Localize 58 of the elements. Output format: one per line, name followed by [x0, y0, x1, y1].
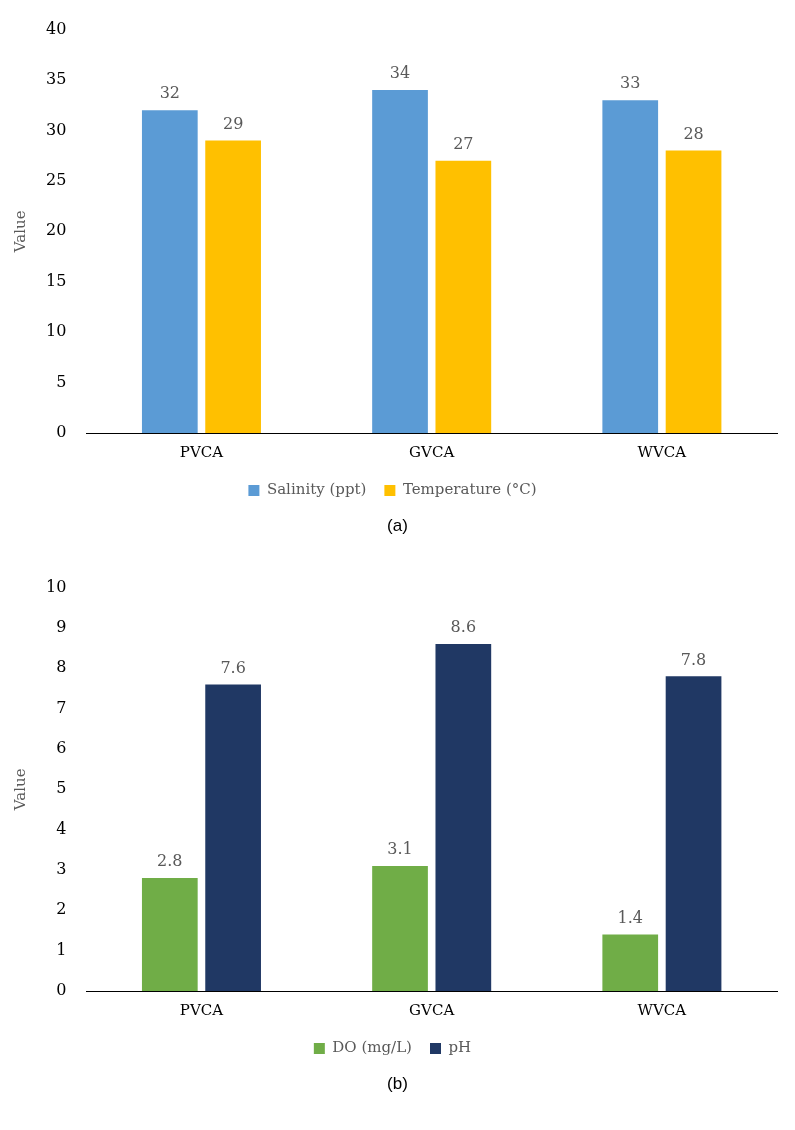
y-tick-label: 40 [46, 18, 67, 38]
data-label: 32 [159, 83, 180, 103]
bar [205, 684, 261, 991]
bar [435, 644, 492, 991]
y-tick-label: 0 [56, 980, 67, 1000]
y-tick-label: 6 [56, 738, 67, 758]
y-tick-label: 1 [56, 939, 67, 959]
bar [141, 110, 198, 433]
y-tick-label: 30 [46, 119, 67, 139]
bar [205, 140, 261, 433]
y-tick-label: 7 [56, 697, 67, 717]
bar [435, 160, 492, 433]
legend-label: Salinity (ppt) [266, 480, 367, 499]
data-label: 7.6 [220, 657, 246, 677]
data-label: 33 [620, 73, 641, 93]
legend-label: Temperature (°C) [402, 480, 537, 499]
y-tick-label: 3 [56, 859, 67, 879]
bar [665, 150, 722, 433]
data-label: 1.4 [617, 907, 643, 927]
data-label: 27 [453, 133, 474, 153]
y-tick-label: 25 [46, 170, 67, 190]
x-tick-label: WVCA [637, 1000, 687, 1019]
y-tick-label: 2 [56, 899, 67, 919]
text: (a) [386, 516, 409, 536]
x-tick-label: PVCA [179, 1000, 224, 1019]
y-tick-label: 20 [46, 220, 67, 240]
data-label: 3.1 [387, 839, 413, 859]
data-label: 28 [683, 123, 704, 143]
bar [602, 934, 659, 991]
y-tick-label: 4 [56, 818, 67, 838]
y-tick-label: 5 [56, 371, 67, 391]
bar [141, 878, 198, 991]
y-axis-title: Value [10, 768, 29, 812]
y-axis-title: Value [10, 210, 29, 254]
bar [665, 676, 722, 991]
data-label: 7.8 [680, 649, 707, 669]
y-tick-label: 8 [56, 657, 67, 677]
y-tick-label: 5 [56, 778, 67, 798]
data-label: 34 [389, 63, 411, 83]
y-tick-label: 15 [46, 270, 67, 290]
x-tick-label: PVCA [179, 442, 224, 461]
x-tick-label: WVCA [637, 442, 687, 461]
y-tick-label: 10 [46, 321, 67, 341]
data-label: 2.8 [157, 851, 183, 871]
bar [602, 100, 659, 433]
data-label: 29 [222, 113, 244, 133]
y-tick-label: 0 [56, 422, 67, 442]
legend-label: pH [448, 1038, 472, 1057]
text: (b) [386, 1074, 409, 1094]
legend-label: DO (mg/L) [332, 1038, 412, 1057]
y-tick-label: 9 [56, 617, 67, 637]
bar [372, 90, 428, 433]
y-tick-label: 35 [46, 69, 67, 89]
bar [372, 865, 428, 991]
x-tick-label: GVCA [409, 1000, 455, 1019]
y-tick-label: 10 [46, 576, 67, 596]
data-label: 8.6 [450, 617, 477, 637]
x-tick-label: GVCA [409, 442, 455, 461]
